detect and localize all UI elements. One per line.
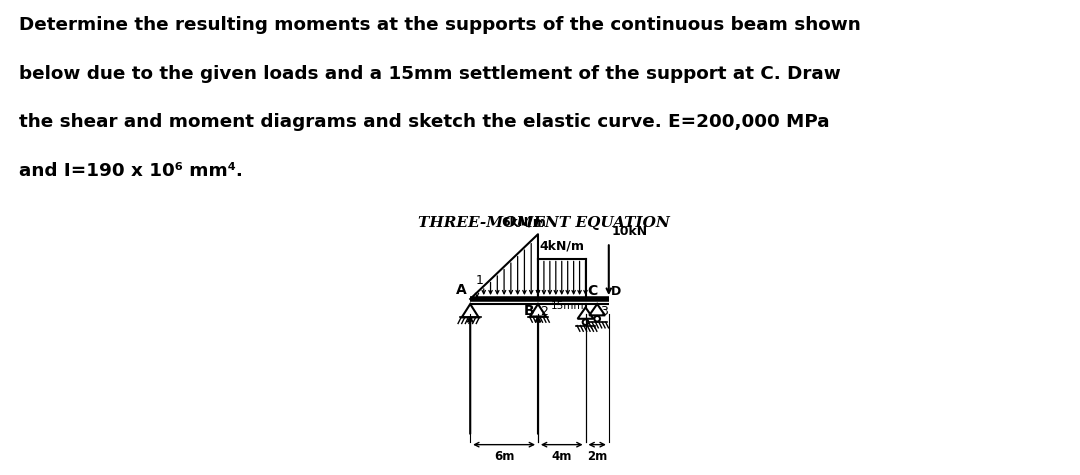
Text: 2m: 2m <box>588 450 607 463</box>
Text: and I=190 x 10⁶ mm⁴.: and I=190 x 10⁶ mm⁴. <box>19 162 243 180</box>
Text: 15mm: 15mm <box>551 301 584 311</box>
Text: THREE-MOMENT EQUATION: THREE-MOMENT EQUATION <box>418 216 670 230</box>
Text: 3: 3 <box>599 305 607 318</box>
Text: Determine the resulting moments at the supports of the continuous beam shown: Determine the resulting moments at the s… <box>19 16 861 34</box>
Text: below due to the given loads and a 15mm settlement of the support at C. Draw: below due to the given loads and a 15mm … <box>19 65 841 83</box>
Text: A: A <box>456 283 467 297</box>
Text: 6kN/m: 6kN/m <box>501 215 546 228</box>
Text: D: D <box>610 285 621 298</box>
Text: 10kN: 10kN <box>611 225 647 238</box>
Text: the shear and moment diagrams and sketch the elastic curve. E=200,000 MPa: the shear and moment diagrams and sketch… <box>19 113 831 131</box>
Text: B: B <box>524 304 535 318</box>
Text: 6m: 6m <box>494 450 514 463</box>
Text: 2: 2 <box>540 305 549 318</box>
Text: C: C <box>588 284 598 298</box>
Text: 1: 1 <box>475 274 483 287</box>
Text: 4m: 4m <box>552 450 572 463</box>
Text: 4kN/m: 4kN/m <box>539 239 584 252</box>
